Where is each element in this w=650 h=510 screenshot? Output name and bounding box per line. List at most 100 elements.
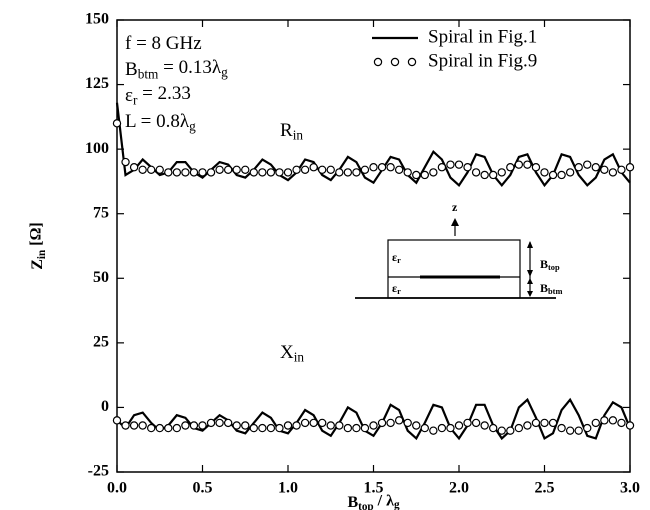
text-part: X <box>280 342 294 363</box>
legend-swatch <box>390 57 400 67</box>
series-point <box>146 165 156 175</box>
text-part: r <box>133 93 138 108</box>
series-point <box>198 421 207 430</box>
series-point <box>300 165 310 175</box>
series-point <box>377 418 387 428</box>
series-point <box>172 423 182 433</box>
series-point <box>531 163 541 172</box>
series-point <box>232 421 241 430</box>
series-point <box>420 170 429 180</box>
series-point <box>412 170 421 180</box>
series-point <box>318 418 327 428</box>
series-point <box>283 168 293 177</box>
text-part: Z <box>29 259 46 270</box>
text-part: ε <box>392 281 397 295</box>
inset-label: Btop <box>540 257 560 272</box>
series-point <box>591 418 601 428</box>
series-point <box>129 421 139 430</box>
series-point <box>625 421 635 430</box>
series-point <box>514 423 524 433</box>
y-tick-label: 100 <box>85 140 109 157</box>
series-point <box>548 418 558 428</box>
series-point <box>565 168 575 177</box>
text-part: r <box>397 287 401 296</box>
series-point <box>506 163 515 172</box>
series-point <box>223 165 233 175</box>
text-part: f = 8 GHz <box>125 33 202 54</box>
series-point <box>206 418 216 428</box>
series-point <box>489 170 498 180</box>
series-point <box>249 423 258 433</box>
series-point <box>471 418 481 428</box>
y-tick-label: 0 <box>101 398 109 415</box>
text-part: L = 0.8λ <box>125 111 190 132</box>
series-point <box>471 168 481 177</box>
annotation: f = 8 GHz <box>125 33 202 54</box>
text-part: g <box>394 499 400 510</box>
series-point <box>266 168 276 177</box>
x-tick-label: 3.0 <box>620 480 640 497</box>
series-point <box>146 423 156 433</box>
text-part: z <box>452 200 458 214</box>
x-tick-label: 2.5 <box>535 480 555 497</box>
series-point <box>258 423 267 433</box>
series-point <box>232 165 241 175</box>
series-point <box>412 421 421 430</box>
text-part: btm <box>548 287 562 296</box>
series-point <box>565 426 575 435</box>
text-part: in <box>35 249 47 259</box>
legend-label: Spiral in Fig.1 <box>428 26 537 47</box>
series-point <box>155 165 164 175</box>
series-point <box>292 421 301 430</box>
series-point <box>138 165 147 175</box>
series-point <box>454 421 464 430</box>
x-tick-label: 0.0 <box>107 480 127 497</box>
legend-swatch <box>373 57 383 67</box>
series-point <box>352 168 361 177</box>
series-point <box>275 168 284 177</box>
series-point <box>309 163 318 172</box>
text-part: B <box>347 494 358 510</box>
inset-arrowhead <box>527 241 533 297</box>
series-point <box>112 119 122 128</box>
series-point <box>369 163 378 172</box>
series-point <box>360 165 370 175</box>
series-point <box>403 168 412 177</box>
legend-swatch <box>407 57 417 67</box>
text-part: ε <box>392 250 397 264</box>
series-point <box>369 421 378 430</box>
series-point <box>155 423 164 433</box>
series-point <box>454 160 464 169</box>
series-point <box>121 157 130 167</box>
x-tick-label: 1.0 <box>278 480 298 497</box>
inset-arrowhead <box>451 218 459 226</box>
annotation: εr = 2.33 <box>125 83 191 107</box>
series-point <box>189 168 199 177</box>
series-point <box>548 170 558 180</box>
series-point <box>583 160 592 169</box>
series-point <box>215 165 224 175</box>
y-tick-label: 25 <box>93 334 109 351</box>
x-tick-label: 1.5 <box>364 480 384 497</box>
text-part: top <box>358 500 374 510</box>
series-point <box>437 423 447 433</box>
series-point <box>309 418 318 428</box>
series-point <box>480 421 489 430</box>
series-point <box>523 421 532 430</box>
series-point <box>420 423 429 433</box>
curve-label: Rin <box>280 120 303 142</box>
series-point <box>283 421 293 430</box>
series-point <box>300 418 310 428</box>
series-point <box>181 421 190 430</box>
series-point <box>506 426 515 435</box>
series-point <box>258 168 267 177</box>
series-point <box>463 418 472 428</box>
series-point <box>386 418 395 428</box>
series-point <box>121 421 130 430</box>
annotation: L = 0.8λg <box>125 111 196 133</box>
series-point <box>540 418 549 428</box>
plot-frame <box>116 19 631 473</box>
series-point <box>557 170 566 180</box>
series-point <box>489 423 498 433</box>
